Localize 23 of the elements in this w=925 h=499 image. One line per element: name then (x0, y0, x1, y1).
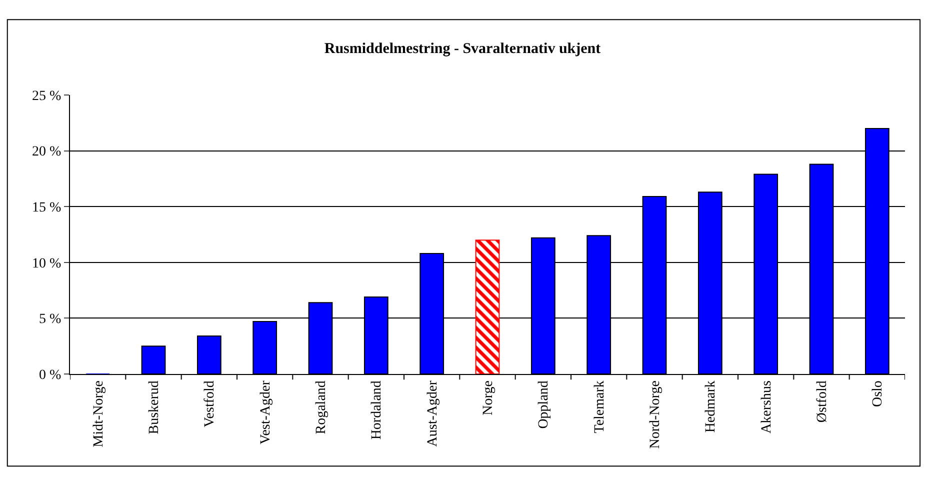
chart-title: Rusmiddelmestring - Svaralternativ ukjent (324, 40, 601, 57)
x-tick-label: Aust-Agder (425, 380, 440, 447)
x-tick-label: Hordaland (370, 380, 385, 440)
x-tick-label: Oppland (536, 380, 552, 429)
x-tick-label: Buskerud (147, 380, 162, 434)
y-tick-label: 10 % (32, 256, 62, 272)
x-tick-label: Telemark (592, 380, 608, 434)
x-tick-label: Akershus (759, 380, 774, 434)
x-tick-label: Hedmark (704, 380, 719, 433)
x-tick-label: Midt-Norge (91, 380, 106, 448)
y-tick-label: 20 % (32, 144, 62, 160)
y-tick-label: 5 % (39, 312, 62, 328)
bar (475, 240, 500, 374)
x-tick-label: Oslo (870, 380, 886, 408)
x-tick-label: Østfold (815, 380, 830, 423)
x-tick-label: Vestfold (202, 380, 218, 428)
x-tick-label: Rogaland (314, 380, 330, 434)
x-tick-label: Nord-Norge (648, 380, 664, 449)
x-tick-label: Vest-Agder (258, 380, 274, 444)
y-tick-label: 15 % (32, 200, 62, 216)
x-tick-label: Norge (481, 380, 496, 416)
y-tick-label: 25 % (32, 88, 62, 104)
y-tick-label: 0 % (39, 368, 62, 383)
